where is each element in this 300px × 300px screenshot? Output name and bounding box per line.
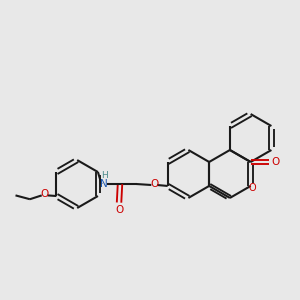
- Text: H: H: [101, 171, 108, 180]
- Text: O: O: [150, 179, 158, 189]
- Text: N: N: [100, 179, 107, 189]
- Text: O: O: [271, 157, 279, 167]
- Text: O: O: [40, 189, 48, 200]
- Text: O: O: [248, 183, 256, 193]
- Text: O: O: [115, 205, 123, 215]
